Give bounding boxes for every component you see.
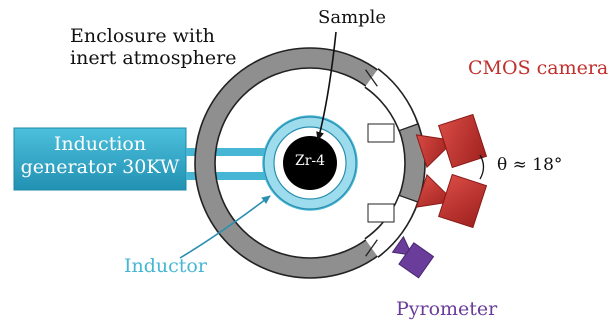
window-shutters (367, 123, 395, 223)
enclosure-label: Enclosure with inert atmosphere (70, 25, 237, 70)
cmos-camera-lower (415, 173, 488, 229)
inductor-label: Inductor (124, 255, 207, 277)
enclosure-windows (365, 69, 419, 257)
pyrometer-label: Pyrometer (396, 298, 498, 320)
enclosure-ring (194, 47, 426, 279)
generator-label: Induction generator 30KW (14, 128, 186, 190)
cmos-camera-upper (415, 113, 488, 169)
generator-label-line2: generator 30KW (20, 156, 180, 179)
cmos-cameras-label: CMOS cameras (468, 57, 609, 79)
sample-arrow (316, 31, 337, 141)
induction-generator-box (13, 127, 187, 191)
enclosure-inner-arc-top-window (364, 86, 400, 132)
sample-disc (283, 136, 337, 190)
angle-label: θ ≈ 18° (497, 155, 563, 175)
angle-arc (479, 154, 485, 180)
induction-leads (186, 148, 268, 180)
enclosure-label-line2: inert atmosphere (70, 46, 237, 69)
enclosure-label-line1: Enclosure with (70, 25, 215, 47)
sample-material-label: Zr-4 (294, 153, 326, 169)
inductor-arrow (179, 195, 271, 259)
enclosure-outer-arc-top-window (377, 68, 419, 125)
pyrometer-device (391, 235, 435, 279)
sample-label: Sample (318, 7, 387, 28)
generator-label-line1: Induction (53, 133, 147, 155)
